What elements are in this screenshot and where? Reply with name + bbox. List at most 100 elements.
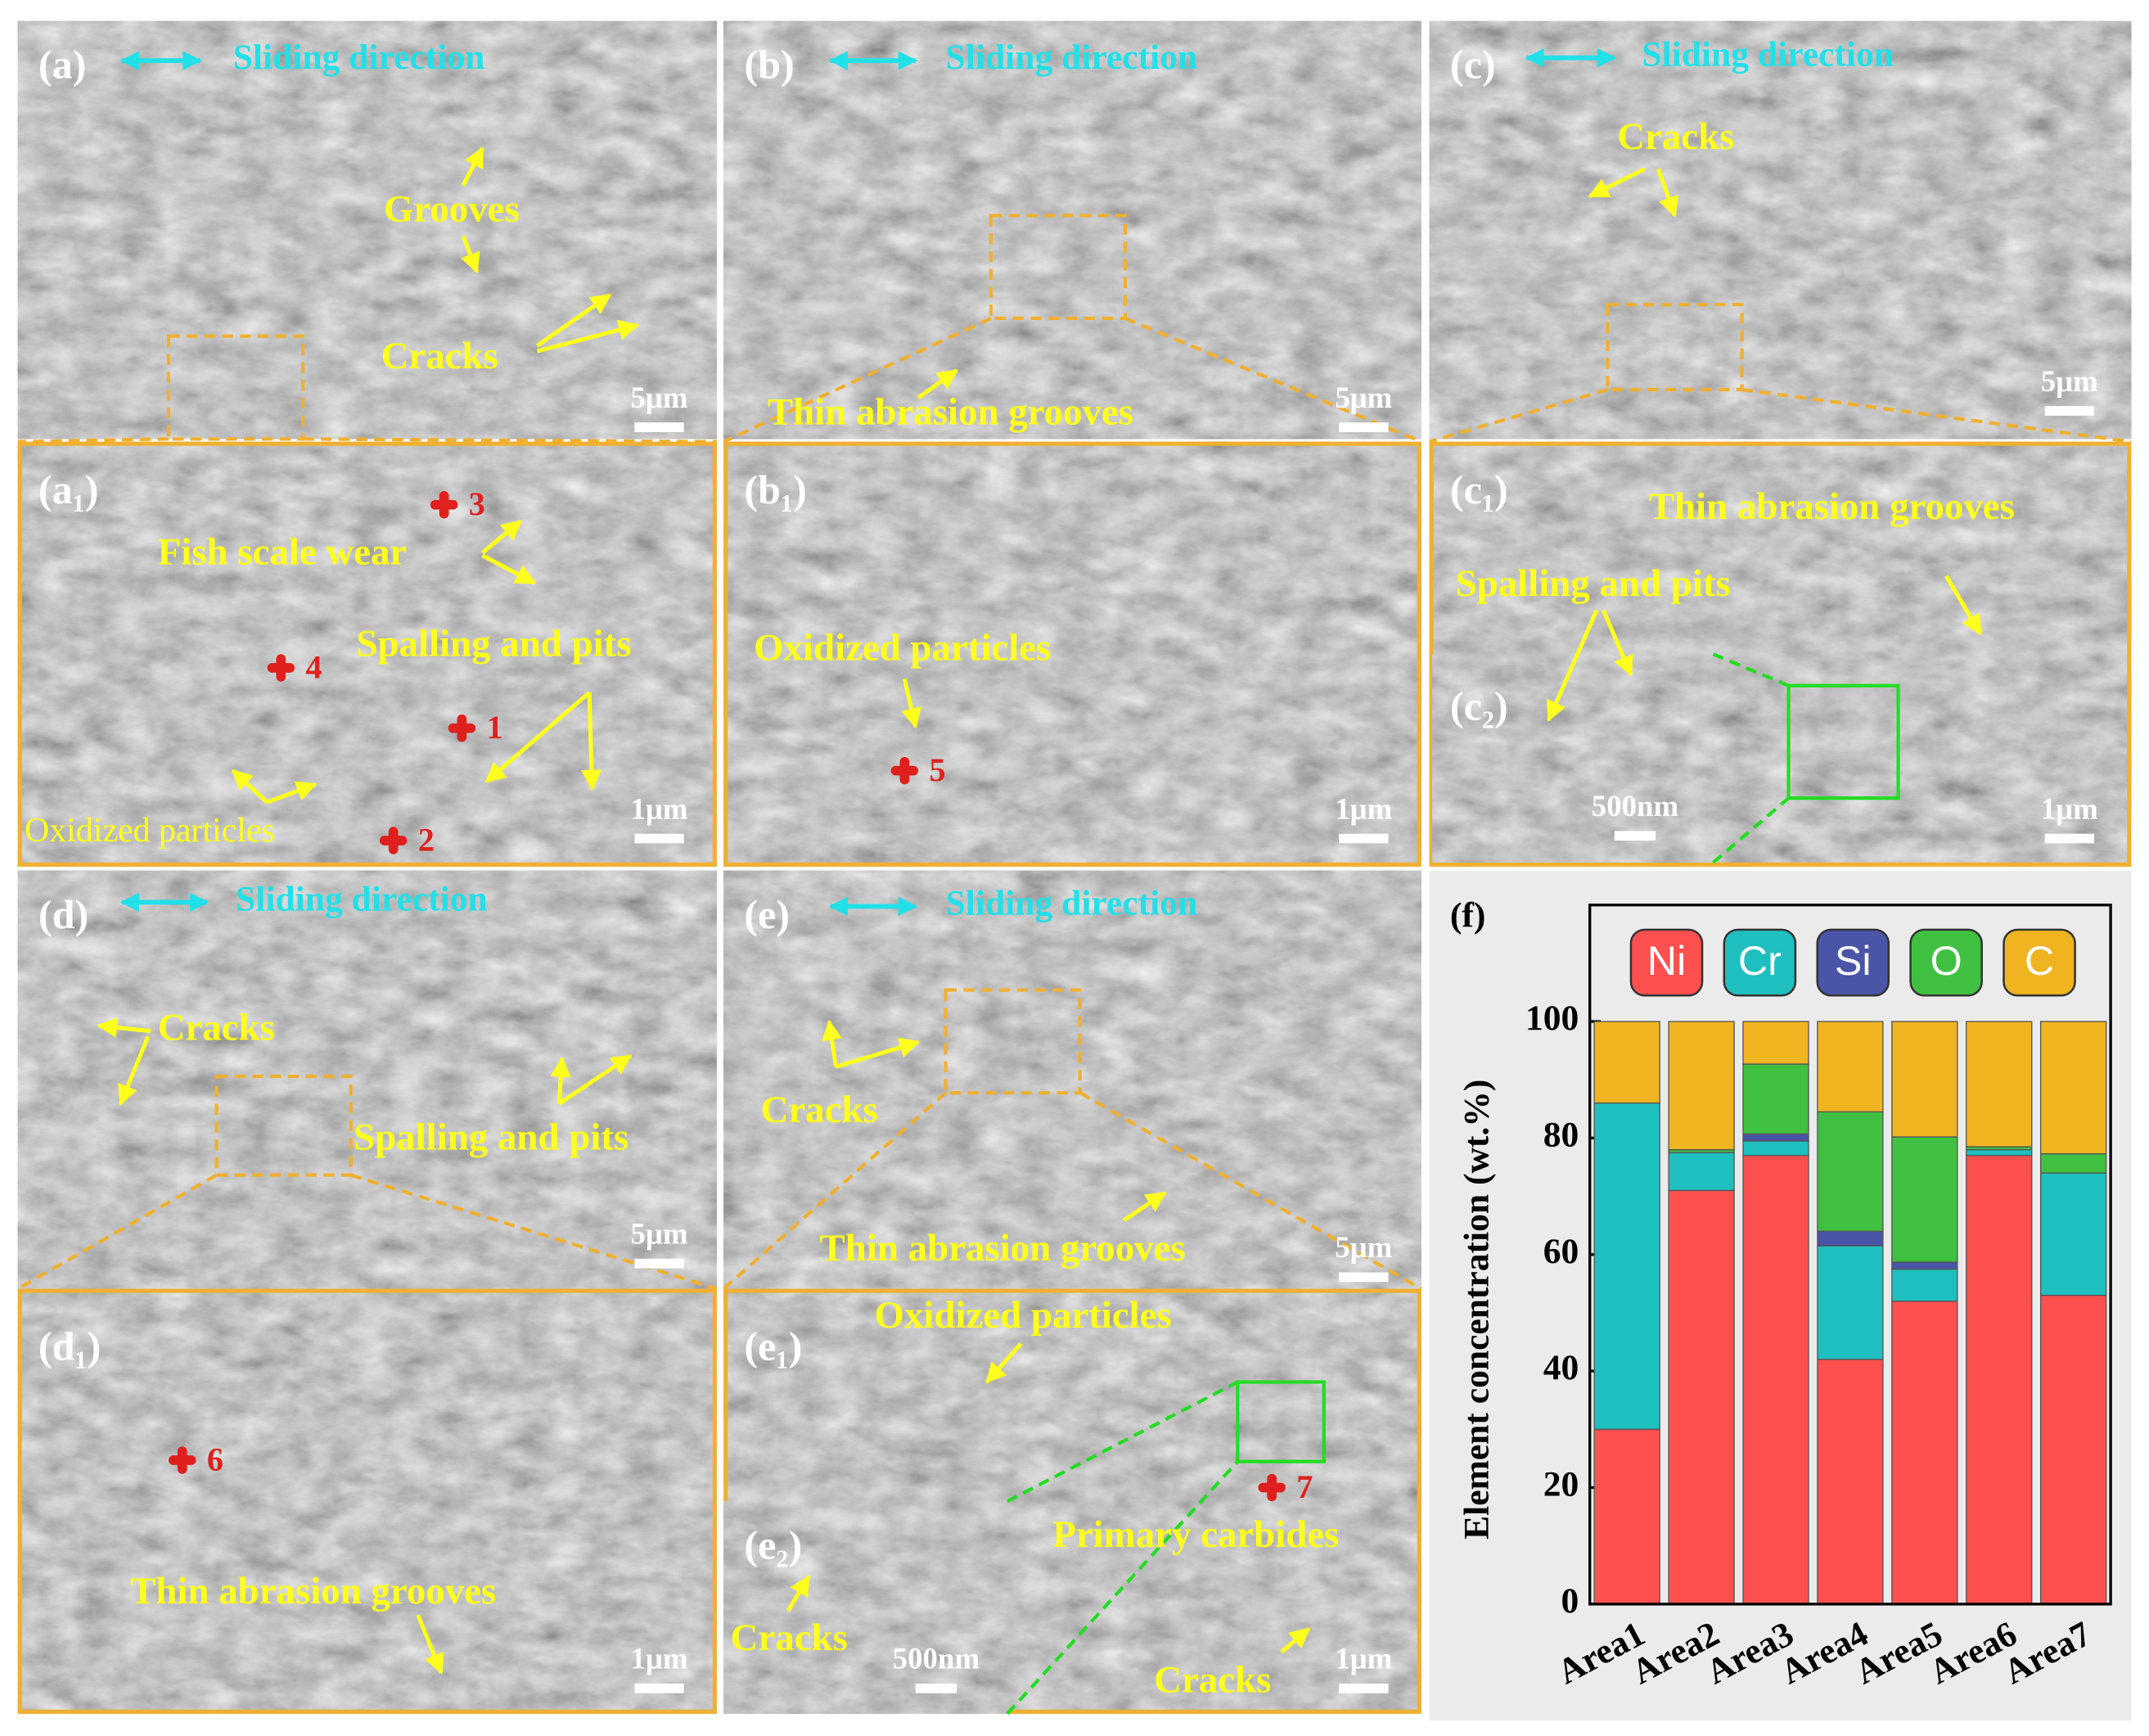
sem-image <box>723 870 1421 1289</box>
annotation: Oxidized particles <box>25 812 275 850</box>
legend-swatch <box>1816 928 1890 997</box>
panel-label: (b₁) <box>744 467 806 512</box>
y-tick-label: 20 <box>1543 1464 1579 1504</box>
y-tick-label: 80 <box>1543 1115 1579 1154</box>
sem-image <box>723 20 1421 440</box>
arrow <box>1588 167 1646 199</box>
inset-label: (e₂) <box>744 1522 802 1567</box>
zoom-box <box>166 334 305 441</box>
y-axis-label: Element concentration (wt.%) <box>1457 1080 1497 1540</box>
y-tick-label: 60 <box>1543 1232 1579 1271</box>
arrow <box>536 319 640 354</box>
scale-bar <box>1614 831 1656 841</box>
bar-segment <box>1817 1111 1884 1232</box>
inset-frame <box>17 441 717 867</box>
annotation: Grooves <box>384 188 520 231</box>
scale-bar <box>634 422 684 432</box>
zoom-box <box>214 1074 353 1177</box>
scale-label: 5μm <box>1335 1230 1392 1264</box>
panel-label: (d) <box>38 891 88 937</box>
bar-segment <box>2039 1152 2107 1174</box>
legend-label: O <box>1930 938 1962 984</box>
scale-label: 1μm <box>631 1642 688 1675</box>
cross-arm <box>388 827 399 854</box>
scale-bar <box>915 1683 957 1693</box>
legend-label: Si <box>1835 938 1872 984</box>
zoom-box <box>1786 683 1900 800</box>
panel-label: (d₁) <box>38 1323 101 1369</box>
marker-cross <box>430 490 458 519</box>
zoom-line <box>303 437 717 444</box>
marker-number: 7 <box>1296 1468 1313 1505</box>
scale-bar <box>1339 833 1389 844</box>
legend-label: C <box>2025 938 2054 984</box>
panel-label: (c₁) <box>1450 467 1508 512</box>
zoom-line <box>1079 1091 1422 1291</box>
bar-segment <box>1891 1301 1958 1605</box>
marker-cross <box>168 1446 196 1474</box>
scale-bar <box>1339 422 1389 432</box>
arrow <box>1602 609 1633 677</box>
marker-number: 6 <box>207 1441 223 1478</box>
chart-title: (f) <box>1450 895 1486 935</box>
cross-arm <box>177 1446 187 1474</box>
arrow <box>1944 575 1983 636</box>
scale-label: 5μm <box>631 381 688 414</box>
scale-bar <box>1339 1272 1389 1283</box>
arrow <box>557 1053 633 1106</box>
direction-label: Sliding direction <box>946 38 1198 77</box>
y-tick-label: 100 <box>1525 999 1579 1038</box>
sem-image <box>17 441 717 867</box>
marker-cross <box>890 756 919 785</box>
arrow <box>917 368 959 400</box>
sem-image <box>17 20 717 440</box>
zoom-line <box>1124 316 1422 444</box>
zoom-line <box>722 1091 947 1291</box>
y-tick-label: 40 <box>1543 1348 1579 1387</box>
scale-bar <box>1339 1683 1389 1693</box>
inset-frame <box>17 1288 717 1714</box>
bar-segment <box>1593 1102 1660 1430</box>
arrow <box>461 147 484 187</box>
legend-swatch <box>2003 928 2076 997</box>
annotation: Thin abrasion grooves <box>819 1227 1185 1269</box>
zoom-box <box>989 214 1128 321</box>
zoom-line <box>1429 388 1609 444</box>
bar-segment <box>2039 1021 2107 1155</box>
zoom-line <box>1006 1460 1239 1716</box>
arrow <box>231 769 269 804</box>
arrow <box>266 781 318 805</box>
legend-swatch <box>1629 928 1704 997</box>
bar-segment <box>2039 1172 2107 1296</box>
sem-image <box>17 870 717 1289</box>
bar-segment <box>1742 1133 1809 1142</box>
arrow <box>481 553 537 585</box>
bar-segment <box>2039 1294 2107 1605</box>
scale-bar <box>2044 406 2095 416</box>
inset-image <box>721 1499 1010 1716</box>
cross-arm <box>276 654 286 682</box>
annotation: Oxidized particles <box>874 1294 1171 1337</box>
zoom-box <box>1606 303 1744 392</box>
scale-label: 500nm <box>893 1642 980 1675</box>
arrow <box>460 235 480 274</box>
y-tick-label: 0 <box>1561 1581 1579 1621</box>
inset-frame <box>723 441 1421 867</box>
scale-bar <box>634 833 684 844</box>
legend-swatch <box>1723 928 1797 997</box>
bar-segment <box>1742 1140 1809 1157</box>
arrow <box>480 519 523 555</box>
cross-arm <box>439 490 449 519</box>
annotation: Cracks <box>381 335 498 377</box>
inset-image <box>1430 652 1715 865</box>
bar-segment <box>1891 1136 1958 1263</box>
direction-label: Sliding direction <box>1642 35 1894 74</box>
plot-frame <box>1588 904 2112 1606</box>
bar-segment <box>1593 1021 1660 1104</box>
zoom-line <box>16 1173 218 1291</box>
scale-label: 5μm <box>631 1216 688 1250</box>
direction-label: Sliding direction <box>236 879 488 918</box>
direction-label: Sliding direction <box>946 883 1198 922</box>
panel-label: (b) <box>744 42 794 88</box>
